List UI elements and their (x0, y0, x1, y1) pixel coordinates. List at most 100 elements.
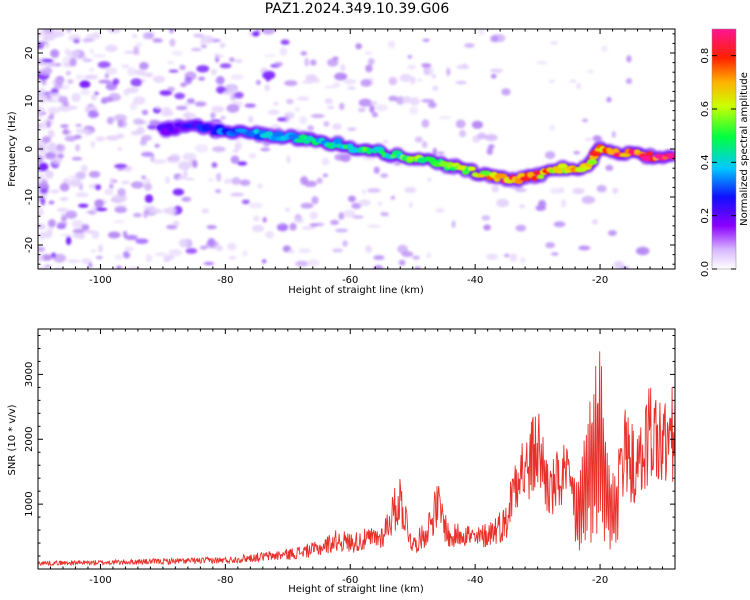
spectrogram-noise-blob (69, 105, 78, 110)
spectrogram-x-axis-label: Height of straight line (km) (288, 285, 424, 296)
spectrogram-noise-blob (576, 82, 582, 90)
snr-chart: -100 -80 -60 -40 -20 1000 2000 3000 Height of s… (7, 328, 676, 595)
spectrogram-noise-blob (432, 85, 439, 91)
spectrogram-noise-blob (410, 76, 416, 85)
spectrogram-noise-blob (107, 29, 121, 34)
spectrogram-noise-blob (203, 262, 215, 265)
spectrogram-noise-blob (284, 80, 298, 86)
spectrogram-noise-blob (95, 136, 106, 142)
spectrogram-noise-blob (171, 50, 183, 56)
spectrogram-noise-blob (94, 207, 108, 212)
spectrogram-noise-blob (84, 105, 96, 109)
spectrogram-noise-blob (277, 117, 287, 122)
spectrogram-noise-blob (143, 210, 148, 219)
spectrogram-noise-blob (215, 245, 223, 252)
spectrogram-noise-blob (109, 183, 114, 189)
spectrogram-noise-blob (39, 43, 44, 51)
spectrogram-noise-blob (147, 124, 158, 130)
spectrogram-y-tick-label: 0 (24, 146, 35, 152)
spectrogram-noise-blob (347, 86, 356, 90)
spectrogram-noise-blob (200, 40, 205, 46)
spectrogram-noise-blob (486, 147, 493, 155)
spectrogram-noise-blob (149, 208, 164, 214)
spectrogram-noise-blob (198, 76, 206, 81)
spectrogram-noise-blob (216, 76, 225, 83)
spectrogram-noise-blob (361, 189, 367, 195)
spectrogram-noise-blob (230, 74, 244, 80)
spectrogram-noise-blob (581, 195, 596, 204)
spectrogram-noise-blob (347, 195, 356, 202)
spectrogram-noise-blob (407, 64, 417, 70)
spectrogram-noise-blob (483, 224, 491, 231)
spectrogram-noise-blob (421, 141, 428, 149)
spectrogram-noise-blob (65, 210, 78, 219)
spectrogram-noise-blob (300, 202, 314, 209)
spectrogram-y-tick-label: -10 (24, 189, 35, 205)
spectrogram-ridge-blob (273, 131, 284, 138)
spectrogram-noise-blob (114, 163, 128, 169)
spectrogram-noise-blob (427, 177, 432, 182)
spectrogram-noise-blob (294, 107, 300, 112)
spectrogram-noise-blob (80, 88, 90, 96)
spectrogram-noise-blob (59, 197, 69, 201)
spectrogram-noise-blob (47, 219, 57, 228)
spectrogram-noise-blob (182, 152, 197, 161)
spectrogram-ridge-blob (537, 174, 545, 180)
spectrogram-ridge-core (157, 121, 675, 185)
spectrogram-noise-blob (142, 177, 151, 184)
spectrogram-noise-blob (220, 116, 226, 120)
spectrogram-noise-blob (39, 187, 49, 195)
spectrogram-noise-blob (38, 106, 45, 115)
spectrogram-noise-blob (408, 202, 413, 208)
spectrogram-noise-blob (91, 94, 97, 101)
spectrogram-noise-blob (120, 180, 131, 185)
spectrogram-noise-blob (56, 144, 66, 152)
spectrogram-noise-blob (169, 153, 181, 163)
spectrogram-ridge-blob (160, 128, 172, 136)
spectrogram-noise-blob (330, 219, 340, 225)
spectrogram-noise-blob (226, 104, 240, 113)
spectrogram-noise-blob (210, 112, 216, 119)
spectrogram-noise-blob (61, 215, 67, 222)
spectrogram-noise-blob (294, 217, 305, 224)
spectrogram-noise-blob (201, 208, 209, 214)
spectrogram-noise-blob (38, 144, 42, 152)
spectrogram-noise-blob (316, 177, 323, 184)
spectrogram-noise-blob (585, 137, 593, 142)
spectrogram-y-tick-label: 20 (24, 47, 35, 60)
spectrogram-noise-blob (53, 253, 67, 263)
spectrogram-noise-blob (133, 96, 146, 105)
spectrogram-noise-blob (394, 162, 401, 166)
spectrogram-noise-blob (58, 104, 73, 112)
spectrogram-noise-blob (309, 211, 319, 220)
spectrogram-noise-blob (399, 73, 412, 83)
spectrogram-noise-blob (273, 101, 279, 106)
spectrogram-noise-blob (121, 64, 130, 69)
spectrogram-noise-blob (43, 29, 54, 34)
spectrogram-noise-blob (48, 200, 55, 205)
spectrogram-noise-blob (160, 109, 172, 117)
spectrogram-noise-blob (549, 187, 561, 195)
spectrogram-noise-blob (490, 73, 497, 79)
spectrogram-noise-blob (163, 208, 171, 214)
spectrogram-noise-blob (180, 82, 187, 88)
spectrogram-noise-blob (210, 119, 222, 123)
spectrogram-noise-blob (107, 231, 121, 239)
spectrogram-noise-blob (145, 253, 153, 263)
spectrogram-noise-blob (135, 238, 149, 244)
spectrogram-noise-blob (142, 204, 156, 211)
spectrogram-noise-blob (87, 110, 99, 118)
spectrogram-noise-blob (367, 188, 381, 193)
spectrogram-noise-blob (492, 34, 506, 43)
spectrogram-noise-blob (358, 199, 371, 207)
spectrogram-noise-blob (553, 221, 566, 228)
spectrogram-noise-blob (387, 40, 396, 49)
spectrogram-noise-blob (404, 187, 417, 193)
spectrogram-noise-blob (324, 85, 338, 89)
spectrogram-noise-blob (262, 216, 267, 223)
spectrogram-noise-blob (477, 132, 487, 140)
spectrogram-noise-blob (383, 212, 389, 217)
spectrogram-noise-blob (544, 151, 556, 160)
spectrogram-noise-blob (71, 156, 83, 161)
